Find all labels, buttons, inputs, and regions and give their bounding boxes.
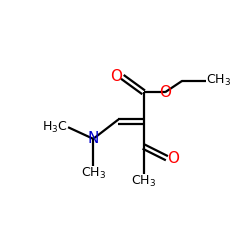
Text: N: N	[88, 131, 99, 146]
Text: CH$_3$: CH$_3$	[81, 166, 106, 181]
Text: CH$_3$: CH$_3$	[131, 174, 156, 189]
Text: O: O	[159, 85, 171, 100]
Text: O: O	[167, 151, 179, 166]
Text: CH$_3$: CH$_3$	[206, 73, 231, 88]
Text: O: O	[110, 69, 122, 84]
Text: H$_3$C: H$_3$C	[42, 120, 68, 135]
